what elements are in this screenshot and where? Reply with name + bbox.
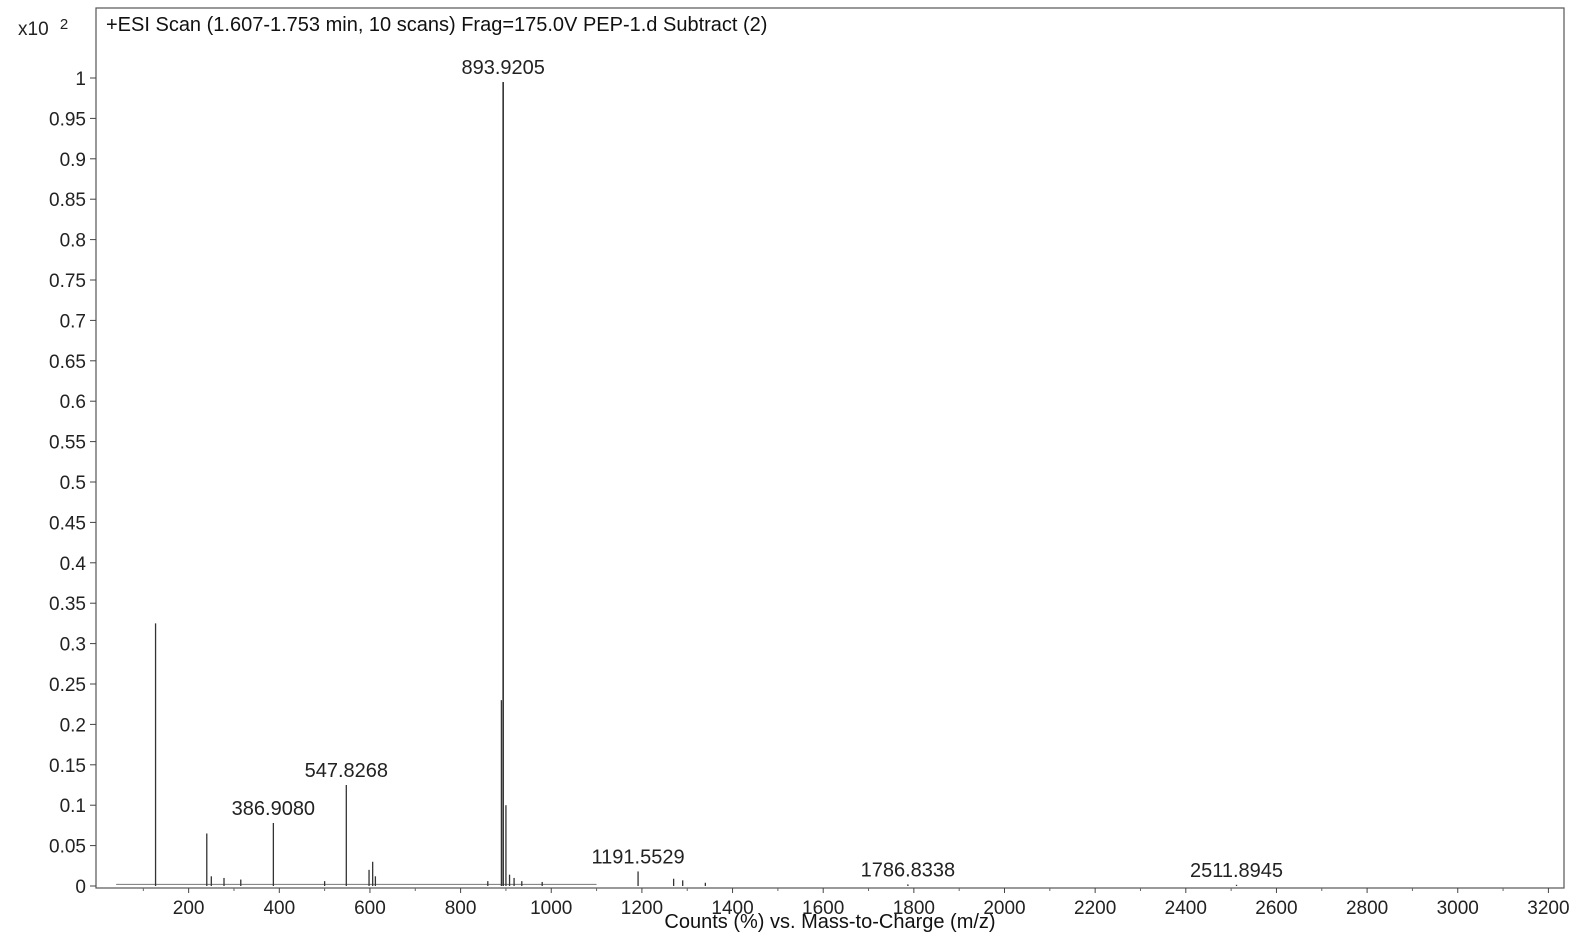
x-axis-ticks: 200 400 600 800 1000 1200 1400 1600 1800 2000 2200…: [142, 888, 1570, 919]
y-axis-ticks: 0 0.05 0.1 0.15 0.2 0.25 0.3 0.35 0.4 0.45 0.5 0.55…: [49, 69, 96, 898]
x-tick-label: 200: [173, 898, 205, 919]
x-tick-label: 1200: [621, 898, 663, 919]
x-tick-label: 3200: [1527, 898, 1569, 919]
peak-label: 2511.8945: [1190, 860, 1283, 882]
peak-label: 547.8268: [305, 760, 388, 782]
y-tick-label: 0.45: [49, 513, 86, 534]
y-tick-label: 0.4: [60, 554, 87, 575]
y-multiplier: x10 2: [18, 16, 68, 40]
y-tick-label: 0.7: [60, 311, 86, 332]
x-tick-label: 3000: [1437, 898, 1479, 919]
x-tick-label: 2400: [1165, 898, 1207, 919]
x-tick-label: 2000: [983, 898, 1025, 919]
x-tick-label: 1000: [530, 898, 572, 919]
x-tick-label: 2600: [1255, 898, 1297, 919]
y-multiplier-base: x10: [18, 19, 49, 40]
y-tick-label: 0.35: [49, 594, 86, 615]
y-tick-label: 0.9: [60, 150, 86, 171]
y-tick-label: 0.6: [60, 392, 86, 413]
y-tick-label: 0.05: [49, 837, 86, 858]
x-tick-label: 2800: [1346, 898, 1388, 919]
y-tick-label: 0.1: [60, 796, 86, 817]
chart-title: +ESI Scan (1.607-1.753 min, 10 scans) Fr…: [106, 14, 767, 36]
y-tick-label: 0.25: [49, 675, 86, 696]
y-tick-label: 0.85: [49, 190, 86, 211]
x-tick-label: 1800: [893, 898, 935, 919]
peak-label: 1191.5529: [592, 846, 685, 868]
y-tick-label: 0.3: [60, 635, 86, 656]
x-tick-label: 1400: [711, 898, 753, 919]
x-tick-label: 600: [354, 898, 386, 919]
peak-label: 1786.8338: [861, 859, 956, 881]
y-tick-label: 0.2: [60, 715, 86, 736]
x-tick-label: 800: [445, 898, 477, 919]
y-multiplier-exponent: 2: [60, 16, 68, 33]
peak-label: 386.9080: [232, 798, 315, 820]
x-tick-label: 400: [263, 898, 295, 919]
y-tick-label: 0.75: [49, 271, 86, 292]
y-tick-label: 0: [75, 877, 86, 898]
y-tick-label: 0.55: [49, 433, 86, 454]
spectrum-peaks: [116, 82, 1238, 886]
y-tick-label: 0.5: [60, 473, 86, 494]
y-tick-label: 0.95: [49, 109, 86, 130]
y-tick-label: 0.65: [49, 352, 86, 373]
peak-labels: 386.9080 547.8268 893.9205 1191.5529 1786.83…: [232, 57, 1283, 882]
y-tick-label: 0.15: [49, 756, 86, 777]
x-tick-label: 2200: [1074, 898, 1116, 919]
y-tick-label: 0.8: [60, 231, 86, 252]
y-tick-label: 1: [75, 69, 86, 90]
x-axis-label: Counts (%) vs. Mass-to-Charge (m/z): [664, 911, 995, 933]
plot-frame: [95, 7, 1565, 889]
peak-label: 893.9205: [461, 57, 544, 79]
x-tick-label: 1600: [802, 898, 844, 919]
